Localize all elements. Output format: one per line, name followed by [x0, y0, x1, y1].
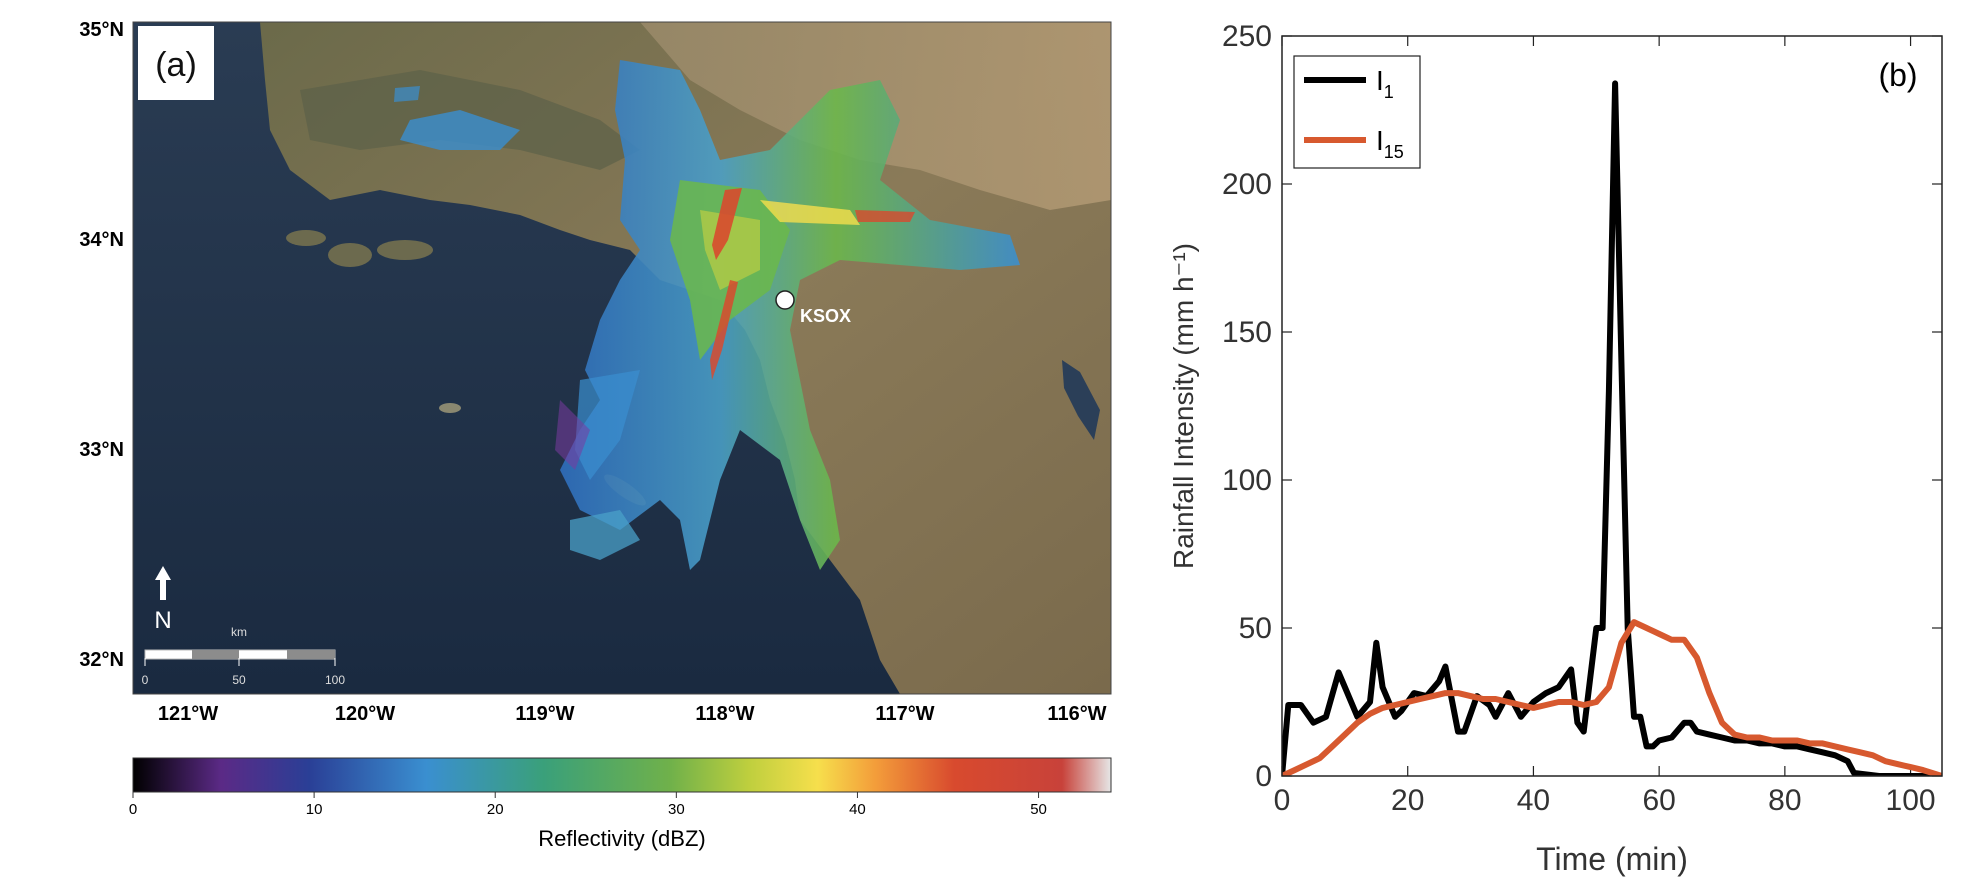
station-label: KSOX [800, 306, 851, 326]
x-tick-label: 20 [1391, 784, 1424, 817]
panel-b-label: (b) [1878, 57, 1917, 93]
salton-sea [1062, 360, 1100, 440]
y-tick-label: 150 [1222, 316, 1272, 349]
legend-label-i15: I15 [1376, 125, 1404, 162]
map-frame [132, 21, 1112, 695]
x-tick-label: 40 [1517, 784, 1550, 817]
lon-tick-label: 117°W [875, 703, 934, 725]
series-line-i1 [1282, 80, 1942, 776]
y-tick-label: 0 [1255, 760, 1272, 793]
line-chart: 0 20 40 60 80 100 0 50 100 150 200 250 (b) Time (mi… [1168, 20, 1943, 877]
scale-bar-tick: 0 [142, 673, 149, 687]
reflectivity-echo [394, 60, 1020, 570]
latitude-axis: 35°N 34°N 33°N 32°N [79, 19, 124, 671]
legend: I1 I15 [1293, 55, 1421, 169]
legend-box [1293, 55, 1421, 169]
station-marker [775, 290, 795, 310]
y-tick-label: 100 [1222, 464, 1272, 497]
scale-bar: km 0 50 100 [142, 625, 346, 687]
x-tick-label: 100 [1886, 784, 1936, 817]
colorbar-tick-label: 40 [849, 801, 866, 818]
island [328, 243, 372, 267]
y-tick-label: 200 [1222, 168, 1272, 201]
series-line-i15 [1282, 619, 1942, 776]
colorbar-tick-label: 20 [487, 801, 504, 818]
colorbar-ticks: 0 10 20 30 40 50 [129, 792, 1047, 818]
colorbar-tick-label: 10 [306, 801, 323, 818]
colorbar: 0 10 20 30 40 50 Reflectivity (dBZ) [129, 757, 1112, 851]
lon-tick-label: 118°W [695, 703, 754, 725]
colorbar-tick-label: 0 [129, 801, 137, 818]
scale-bar-tick: 50 [232, 673, 246, 687]
scale-bar-tick: 100 [325, 673, 345, 687]
x-axis-label: Time (min) [1536, 841, 1688, 877]
lat-tick-label: 35°N [79, 19, 124, 41]
x-tick-label: 60 [1642, 784, 1675, 817]
island [439, 403, 461, 413]
chart-ticks: 0 20 40 60 80 100 0 50 100 150 200 250 [1222, 20, 1942, 817]
y-tick-label: 250 [1222, 20, 1272, 53]
lat-tick-label: 34°N [79, 229, 124, 251]
radar-station: KSOX [775, 290, 851, 326]
panel-label-box [138, 26, 214, 100]
x-tick-label: 0 [1274, 784, 1291, 817]
plot-frame [1281, 35, 1943, 777]
series-layer [1282, 80, 1942, 776]
lat-tick-label: 32°N [79, 649, 124, 671]
y-tick-label: 50 [1239, 612, 1272, 645]
lon-tick-label: 119°W [515, 703, 574, 725]
island [377, 240, 433, 260]
colorbar-tick-label: 50 [1030, 801, 1047, 818]
x-tick-label: 80 [1768, 784, 1801, 817]
colorbar-label: Reflectivity (dBZ) [538, 826, 705, 851]
scale-bar-unit: km [231, 625, 247, 639]
lon-tick-label: 121°W [158, 703, 218, 725]
longitude-axis: 121°W 120°W 119°W 118°W 117°W 116°W [158, 703, 1107, 725]
map-panel: N km 0 50 100 KSOX (a) [79, 19, 1112, 851]
colorbar-tick-label: 30 [668, 801, 685, 818]
colorbar-ramp [132, 757, 1112, 793]
legend-label-i1: I1 [1376, 65, 1394, 102]
lon-tick-label: 116°W [1047, 703, 1106, 725]
land-area [260, 22, 1111, 694]
y-axis-label: Rainfall Intensity (mm h⁻¹) [1168, 243, 1199, 569]
lon-tick-label: 120°W [335, 703, 395, 725]
panel-a-label: (a) [155, 46, 197, 84]
north-label: N [154, 607, 171, 634]
north-arrow: N [154, 566, 172, 634]
map-image: N km 0 50 100 KSOX (a) [133, 22, 1111, 694]
lat-tick-label: 33°N [79, 439, 124, 461]
island [286, 230, 326, 246]
